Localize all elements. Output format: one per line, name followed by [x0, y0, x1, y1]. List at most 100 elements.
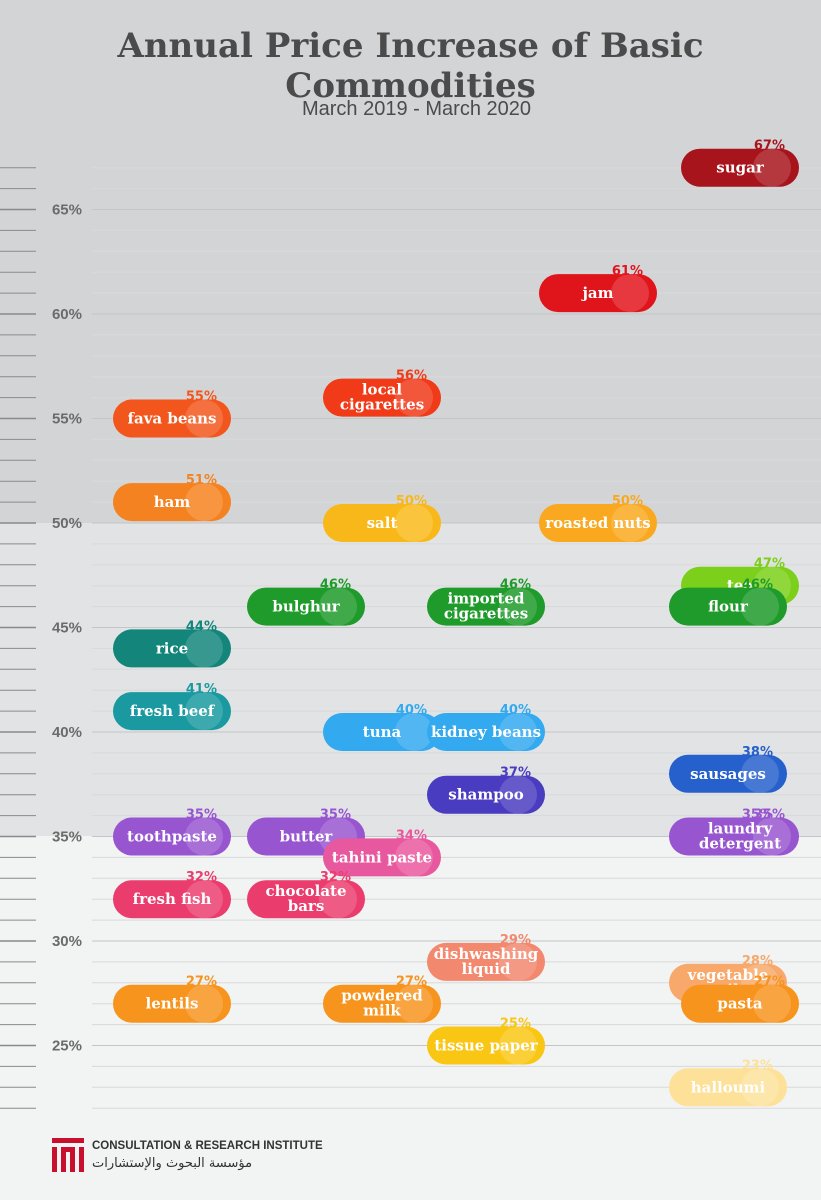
commodity-label-line: butter — [280, 828, 334, 846]
commodity-label: pasta — [717, 995, 763, 1013]
value-label: 46% — [500, 578, 531, 593]
commodity-label-line: lentils — [146, 995, 199, 1013]
commodity-label: imported cigarettes — [444, 590, 528, 623]
commodity-label: tissue paper — [434, 1037, 538, 1055]
y-tick-label: 55% — [52, 411, 82, 428]
value-label: 29% — [500, 933, 531, 948]
pill-highlight — [741, 754, 779, 793]
logo-icon — [52, 1138, 84, 1172]
pill-highlight — [753, 148, 791, 187]
commodity-label-line: jam — [580, 284, 613, 302]
pill-highlight — [395, 838, 433, 877]
chart-title: Annual Price Increase of Basic Commoditi… — [117, 26, 704, 106]
commodity-pill: 50% roasted nuts — [539, 494, 657, 542]
pill-highlight — [611, 274, 649, 313]
commodity-label-line: rice — [156, 639, 188, 657]
y-tick-label: 35% — [52, 829, 82, 846]
commodity-label: tuna — [363, 723, 402, 741]
commodity-label-line: shampoo — [448, 786, 523, 804]
commodity-label-line: ham — [154, 493, 191, 511]
commodity-label: chocolate bars — [265, 882, 346, 915]
value-label: 55% — [186, 390, 217, 405]
pill-highlight — [185, 399, 223, 438]
commodity-pill: 44% rice — [113, 619, 231, 668]
commodity-pill: 56%local cigarettes — [323, 369, 441, 417]
value-label: 51% — [186, 473, 217, 488]
commodity-label-line: sausages — [690, 765, 766, 783]
commodity-label-line: local — [362, 381, 403, 399]
commodity-pill: 50% salt — [323, 494, 441, 542]
y-tick-label: 40% — [52, 724, 82, 741]
commodity-label: tahini paste — [332, 848, 432, 866]
pill-highlight — [395, 984, 433, 1023]
commodity-pill: 32%chocolate bars — [247, 870, 365, 919]
commodity-pill: 27% lentils — [113, 975, 231, 1023]
commodity-label: fava beans — [128, 410, 217, 428]
y-tick-label: 65% — [52, 202, 82, 219]
y-axis: 25% 30% 35% 40% 45% 50% 55% 60% 65% — [52, 202, 82, 1055]
pill-highlight — [395, 378, 433, 417]
commodity-pill: 46%imported cigarettes — [427, 578, 545, 626]
value-label: 32% — [320, 870, 351, 885]
commodity-pill: 32% fresh fish — [113, 870, 231, 919]
value-label: 41% — [186, 682, 217, 697]
pill-highlight — [395, 504, 433, 542]
commodity-label: ham — [154, 493, 191, 511]
commodity-label-line: detergent — [699, 835, 781, 853]
commodity-label-line: liquid — [462, 960, 511, 978]
commodity-label-line: tissue paper — [434, 1037, 538, 1055]
commodity-label: sugar — [716, 159, 765, 177]
commodity-label-line: salt — [367, 514, 398, 532]
commodity-label-line: fresh beef — [130, 702, 216, 720]
commodity-label-line: flour — [708, 598, 749, 616]
pill-highlight — [499, 587, 537, 626]
value-label: 40% — [500, 703, 531, 718]
commodity-label: rice — [156, 639, 188, 657]
commodity-label: sausages — [690, 765, 766, 783]
commodity-label: salt — [367, 514, 398, 532]
value-label: 50% — [612, 494, 643, 509]
pill-highlight — [185, 629, 223, 668]
commodity-pill: 25% tissue paper — [427, 1017, 545, 1065]
commodity-label-line: fresh fish — [133, 890, 212, 908]
pill-highlight — [499, 942, 537, 981]
pill-highlight — [395, 713, 433, 751]
commodity-label-line: bars — [288, 897, 325, 915]
commodity-label-line: chocolate — [265, 882, 346, 900]
commodity-pill: 46% bulghur — [247, 578, 365, 626]
value-label: 61% — [612, 264, 643, 279]
value-label: 46% — [320, 578, 351, 593]
commodity-pill: 46% flour — [669, 578, 787, 626]
commodity-label-line: milk — [363, 1002, 401, 1020]
value-label: 35% — [186, 808, 217, 823]
value-label: 44% — [186, 619, 217, 634]
commodity-label: powdered milk — [341, 987, 423, 1020]
commodity-label-line: halloumi — [691, 1078, 766, 1096]
y-tick-label: 60% — [52, 306, 82, 323]
commodity-pill: 27%powdered milk — [323, 975, 441, 1023]
commodity-label: laundry detergent — [699, 820, 781, 853]
y-tick-label: 45% — [52, 620, 82, 637]
commodity-label-line: cigarettes — [340, 396, 424, 414]
commodity-pill: 67% sugar — [681, 139, 799, 187]
pill-highlight — [611, 504, 649, 542]
commodity-pill: 37% shampoo — [427, 766, 545, 814]
commodity-label: roasted nuts — [545, 514, 650, 532]
value-label: 37% — [500, 766, 531, 781]
y-tick-label: 50% — [52, 515, 82, 532]
pill-highlight — [185, 483, 223, 522]
pill-highlight — [319, 587, 357, 626]
commodity-pill: 41% fresh beef — [113, 682, 231, 731]
value-label: 38% — [742, 745, 773, 760]
value-label: 46% — [742, 578, 773, 593]
commodity-label-line: pasta — [717, 995, 763, 1013]
pill-highlight — [753, 984, 791, 1023]
commodity-label-line: roasted nuts — [545, 514, 650, 532]
commodity-label-line: tuna — [363, 723, 402, 741]
value-label: 25% — [500, 1017, 531, 1032]
y-tick-label: 25% — [52, 1038, 82, 1055]
value-label: 56% — [396, 369, 427, 384]
commodity-pill: 23% halloumi — [669, 1058, 787, 1107]
commodity-label-line: toothpaste — [127, 828, 217, 846]
commodity-label-line: dishwashing — [434, 945, 539, 963]
